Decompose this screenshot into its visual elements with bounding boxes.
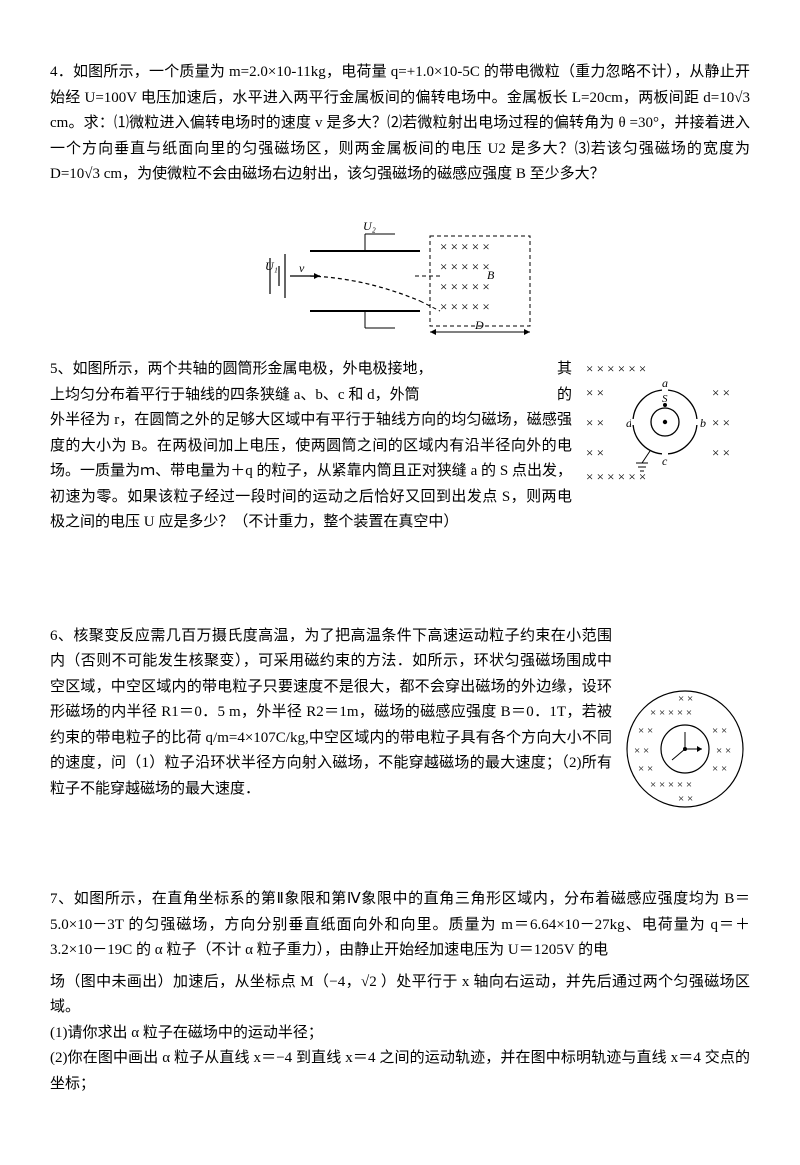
problem-6-number: 6、 [50,628,73,644]
figure-6: × × × × × × × × × × × × × × × × × × × × × ×… [620,684,750,814]
svg-text:× × × × ×: × × × × × [650,779,692,791]
svg-text:× ×: × × [716,745,731,757]
svg-text:× × × × ×: × × × × × [440,279,490,294]
svg-text:× ×: × × [712,385,730,400]
svg-text:× × × × ×: × × × × × [440,259,490,274]
svg-text:× × × × ×: × × × × × [440,299,490,314]
problem-4: 4．如图所示，一个质量为 m=2.0×10-11kg，电荷量 q=+1.0×10… [50,60,750,188]
svg-text:× ×: × × [586,445,604,460]
figure-4-label-v: v [299,261,305,275]
figure-6-wrapper: × × × × × × × × × × × × × × × × × × × × × ×… [620,684,750,824]
problem-6: × × × × × × × × × × × × × × × × × × × × × ×… [50,624,750,830]
svg-text:× × × × × ×: × × × × × × [586,361,646,376]
svg-text:× ×: × × [712,763,727,775]
problem-6-body: 核聚变反应需几百万摄氏度高温，为了把高温条件下高速运动粒子约束在小范围内（否则不… [50,628,612,797]
svg-text:× ×: × × [712,445,730,460]
figure-5-label-a: a [662,376,668,390]
problem-4-body: 如图所示，一个质量为 m=2.0×10-11kg，电荷量 q=+1.0×10-5… [50,64,750,182]
figure-4-label-u1: U₁ [265,259,278,273]
problem-5: × × × × × × × × × × × × × × × × × × × × × ×… [50,357,750,536]
svg-text:× ×: × × [712,415,730,430]
figure-4-label-u2: U₂ [363,219,376,233]
figure-4-wrapper: U₁ U₂ v × × × × × × × × × × × × × × × × … [50,216,750,346]
figure-4: U₁ U₂ v × × × × × × × × × × × × × × × × … [265,216,535,336]
problem-7: 7、如图所示，在直角坐标系的第Ⅱ象限和第Ⅳ象限中的直角三角形区域内，分布着磁感应… [50,887,750,1097]
problem-7-body2: 场（图中未画出）加速后，从坐标点 M（−4，√2 ）处平行于 x 轴向右运动，并… [50,970,750,1021]
figure-5-label-b: b [700,416,706,430]
svg-text:× ×: × × [638,763,653,775]
svg-text:× ×: × × [678,693,693,705]
figure-5: × × × × × × × × × × × × × × × × × × × × × ×… [580,357,750,497]
svg-text:× ×: × × [634,745,649,757]
svg-text:× ×: × × [678,793,693,805]
figure-5-wrapper: × × × × × × × × × × × × × × × × × × × × × ×… [580,357,750,507]
problem-7-q2: (2)你在图中画出 α 粒子从直线 x＝−4 到直线 x＝4 之间的运动轨迹，并… [50,1046,750,1097]
svg-text:× ×: × × [712,725,727,737]
problem-5-number: 5、 [50,361,73,377]
problem-4-text: 4．如图所示，一个质量为 m=2.0×10-11kg，电荷量 q=+1.0×10… [50,60,750,188]
svg-text:× ×: × × [638,725,653,737]
figure-4-label-d: D [474,318,484,332]
figure-4-label-b: B [487,268,495,282]
svg-text:× × × × × ×: × × × × × × [586,469,646,484]
svg-text:× × × × ×: × × × × × [650,707,692,719]
problem-7-body1: 7、如图所示，在直角坐标系的第Ⅱ象限和第Ⅳ象限中的直角三角形区域内，分布着磁感应… [50,887,750,964]
problem-7-number: 7、 [50,891,74,907]
svg-text:× ×: × × [586,415,604,430]
svg-text:× × × × ×: × × × × × [440,239,490,254]
figure-5-label-s: S [662,393,668,405]
svg-text:× ×: × × [586,385,604,400]
problem-7-q1: (1)请你求出 α 粒子在磁场中的运动半径； [50,1021,750,1047]
problem-4-number: 4． [50,64,73,80]
